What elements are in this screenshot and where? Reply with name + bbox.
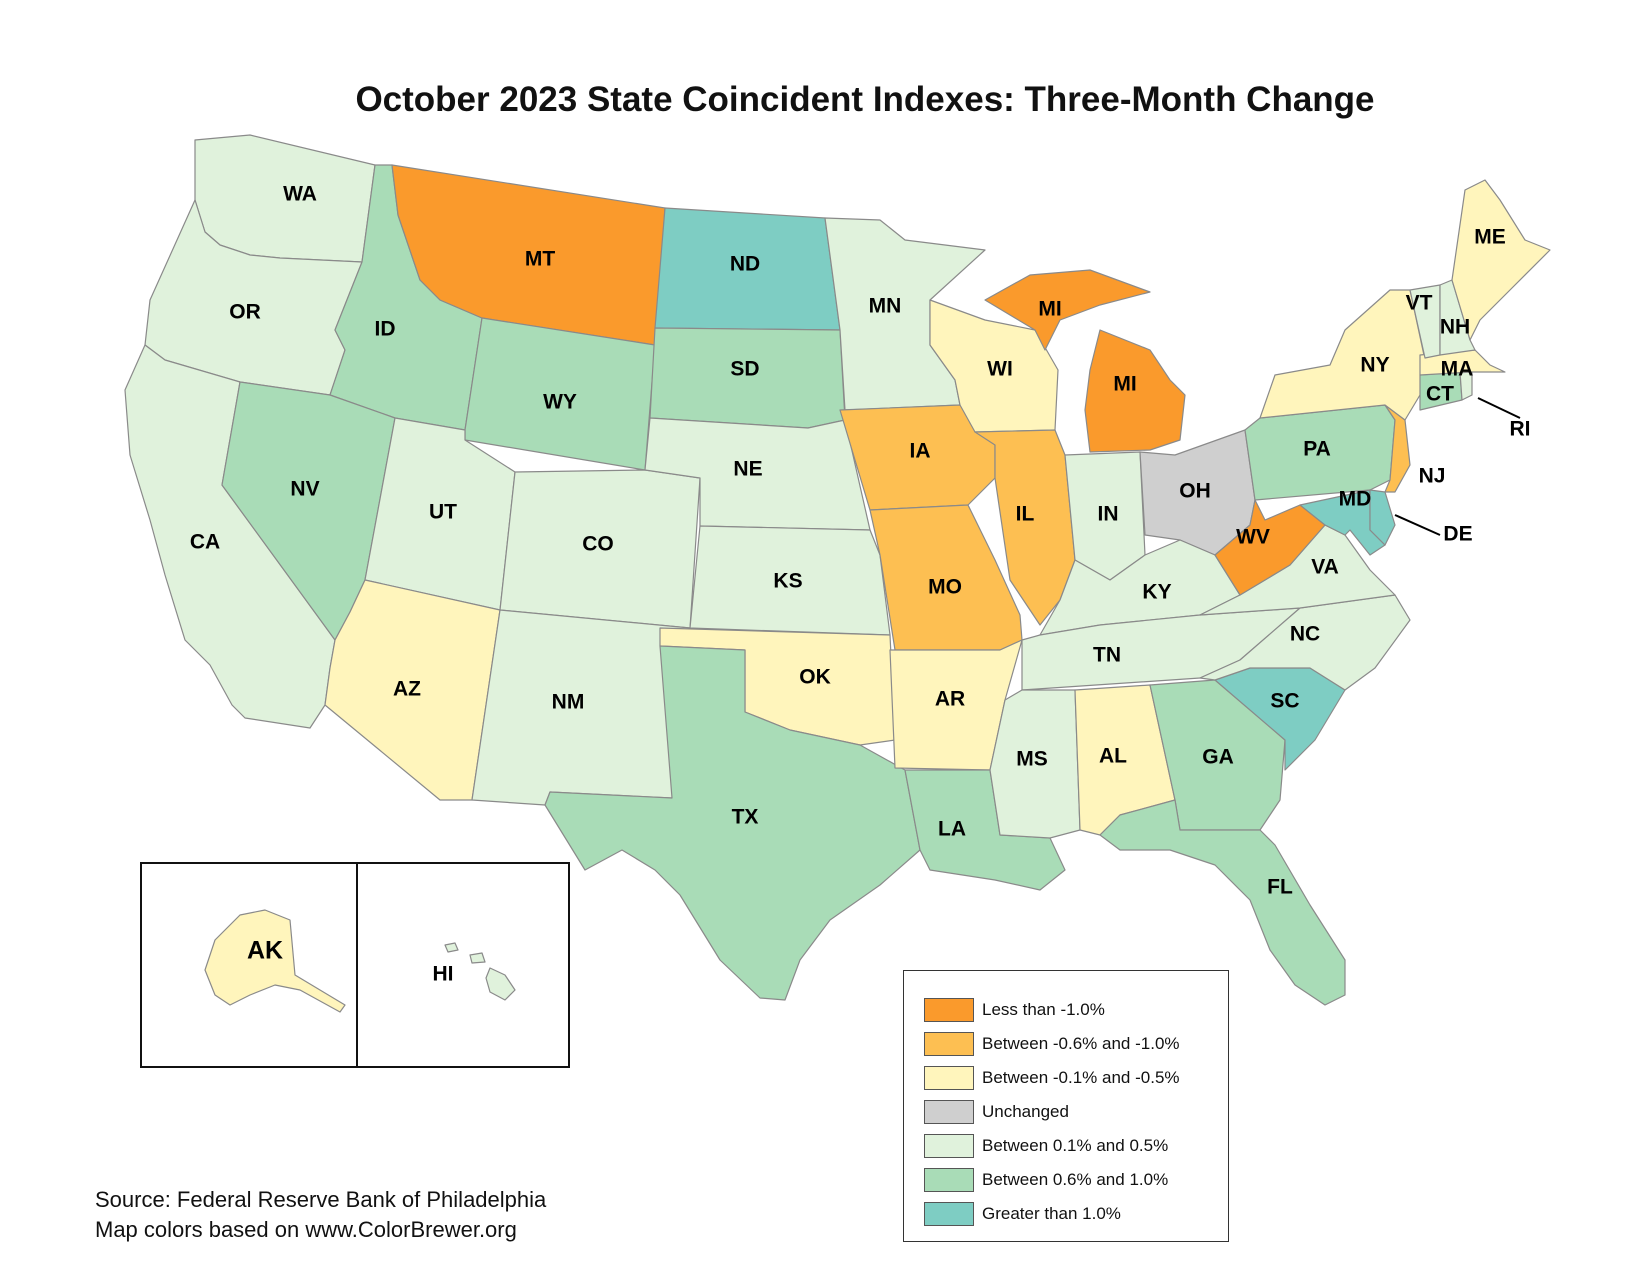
legend-row: Less than -1.0%	[924, 993, 1228, 1027]
state-label-DE: DE	[1443, 523, 1472, 546]
state-label-VA: VA	[1311, 556, 1339, 579]
state-label-CT: CT	[1426, 383, 1454, 406]
state-label-GA: GA	[1202, 746, 1234, 769]
legend-label: Less than -1.0%	[982, 1000, 1105, 1019]
state-label-ID: ID	[375, 318, 396, 341]
state-TX[interactable]	[544, 645, 921, 1001]
state-label-WA: WA	[283, 183, 317, 206]
state-label-KS: KS	[773, 570, 802, 593]
state-label-MI: MI	[1113, 373, 1136, 396]
state-MI-lower[interactable]	[1084, 329, 1186, 453]
state-label-MO: MO	[928, 576, 962, 599]
state-label-SC: SC	[1270, 690, 1299, 713]
state-label-ND: ND	[730, 253, 760, 276]
state-label-OK: OK	[799, 666, 831, 689]
state-label-TN: TN	[1093, 644, 1121, 667]
state-label-NH: NH	[1440, 316, 1470, 339]
state-label-AR: AR	[935, 688, 965, 711]
state-label-WV: WV	[1236, 526, 1270, 549]
state-CO[interactable]	[499, 469, 701, 629]
legend-row: Between 0.6% and 1.0%	[924, 1163, 1228, 1197]
state-label-NC: NC	[1290, 623, 1320, 646]
source-line: Source: Federal Reserve Bank of Philadel…	[95, 1187, 547, 1212]
legend-swatch	[924, 1066, 974, 1090]
state-label-WI: WI	[987, 358, 1013, 381]
state-label-NE: NE	[733, 458, 762, 481]
state-IL[interactable]	[974, 429, 1076, 626]
state-WY[interactable]	[464, 317, 656, 471]
legend-swatch	[924, 1168, 974, 1192]
legend-swatch	[924, 1100, 974, 1124]
state-label-IA: IA	[910, 440, 931, 463]
state-label-MI: MI	[1038, 298, 1061, 321]
state-FL[interactable]	[1099, 799, 1346, 1006]
state-label-HI: HI	[433, 963, 454, 986]
state-label-TX: TX	[732, 806, 759, 829]
legend-swatch	[924, 998, 974, 1022]
state-label-SD: SD	[730, 358, 759, 381]
map-title: October 2023 State Coincident Indexes: T…	[355, 80, 1375, 119]
state-NC[interactable]	[1199, 594, 1411, 691]
legend-label: Between 0.6% and 1.0%	[982, 1170, 1169, 1189]
state-AK[interactable]	[204, 909, 346, 1013]
state-ME[interactable]	[1451, 179, 1551, 341]
state-label-MT: MT	[525, 248, 555, 271]
state-label-KY: KY	[1142, 581, 1171, 604]
legend-swatch	[924, 1032, 974, 1056]
legend-row: Between 0.1% and 0.5%	[924, 1129, 1228, 1163]
state-label-VT: VT	[1406, 292, 1433, 315]
inset-divider	[356, 864, 358, 1066]
legend-swatch	[924, 1134, 974, 1158]
state-label-NV: NV	[290, 478, 319, 501]
state-label-MD: MD	[1339, 488, 1372, 511]
legend-row: Greater than 1.0%	[924, 1197, 1228, 1231]
state-label-ME: ME	[1474, 226, 1506, 249]
source-note: Source: Federal Reserve Bank of Philadel…	[95, 1185, 546, 1245]
legend-label: Between -0.1% and -0.5%	[982, 1068, 1180, 1087]
state-HI[interactable]	[444, 942, 516, 1001]
legend-label: Between 0.1% and 0.5%	[982, 1136, 1169, 1155]
state-NH[interactable]	[1439, 279, 1476, 356]
legend-label: Between -0.6% and -1.0%	[982, 1034, 1180, 1053]
state-NJ[interactable]	[1384, 404, 1411, 493]
state-NY[interactable]	[1259, 289, 1426, 421]
legend-row: Between -0.1% and -0.5%	[924, 1061, 1228, 1095]
colorbrewer-line: Map colors based on www.ColorBrewer.org	[95, 1217, 517, 1242]
legend-row: Unchanged	[924, 1095, 1228, 1129]
state-label-LA: LA	[938, 818, 966, 841]
label-pointers	[1394, 397, 1521, 536]
state-label-UT: UT	[429, 501, 457, 524]
state-MS[interactable]	[989, 689, 1081, 839]
state-label-OR: OR	[229, 301, 261, 324]
state-label-CO: CO	[582, 533, 614, 556]
state-MI[interactable]	[984, 269, 1151, 351]
state-label-IN: IN	[1098, 503, 1119, 526]
state-label-NM: NM	[552, 691, 585, 714]
state-label-IL: IL	[1016, 503, 1035, 526]
state-label-RI: RI	[1510, 418, 1531, 441]
legend-label: Unchanged	[982, 1102, 1069, 1121]
state-KS[interactable]	[689, 525, 891, 636]
state-label-CA: CA	[190, 531, 220, 554]
state-label-MS: MS	[1016, 748, 1048, 771]
legend-label: Greater than 1.0%	[982, 1204, 1121, 1223]
legend-swatch	[924, 1202, 974, 1226]
state-label-AZ: AZ	[393, 678, 421, 701]
state-label-NY: NY	[1360, 354, 1389, 377]
state-label-PA: PA	[1303, 438, 1331, 461]
state-label-WY: WY	[543, 391, 577, 414]
state-label-MA: MA	[1441, 358, 1474, 381]
state-label-FL: FL	[1267, 876, 1293, 899]
inset-frame	[140, 862, 570, 1068]
legend-row: Between -0.6% and -1.0%	[924, 1027, 1228, 1061]
state-label-AK: AK	[247, 937, 283, 965]
legend: Less than -1.0% Between -0.6% and -1.0% …	[903, 970, 1229, 1242]
state-label-OH: OH	[1179, 480, 1211, 503]
state-label-NJ: NJ	[1419, 465, 1446, 488]
state-DE[interactable]	[1369, 489, 1396, 546]
state-label-AL: AL	[1099, 745, 1127, 768]
state-label-MN: MN	[869, 295, 902, 318]
